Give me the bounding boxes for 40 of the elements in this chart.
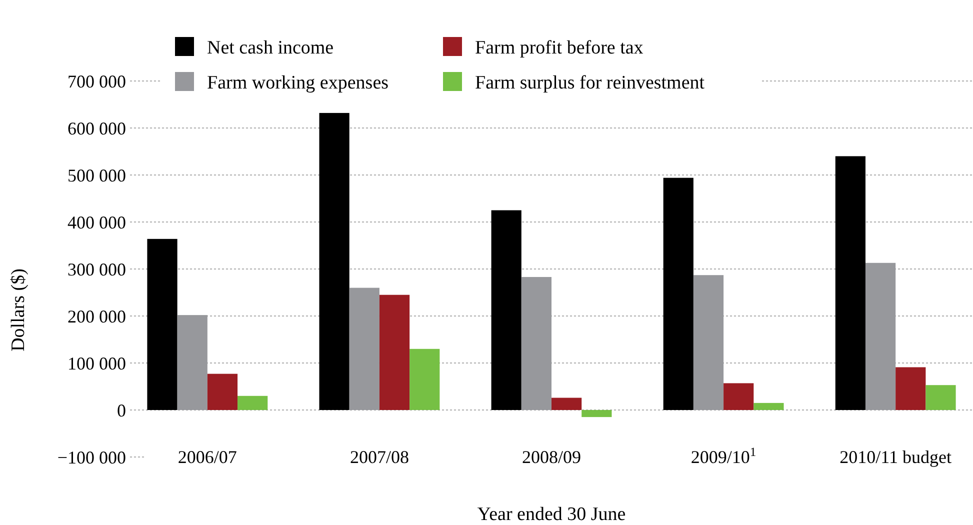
bar bbox=[865, 262, 896, 410]
legend-label: Net cash income bbox=[207, 38, 334, 59]
bar bbox=[379, 294, 410, 410]
x-tick-label: 2008/09 bbox=[522, 447, 582, 467]
bar bbox=[754, 402, 784, 410]
bar bbox=[238, 396, 268, 410]
bar bbox=[663, 178, 694, 410]
y-tick-label: 500 000 bbox=[68, 165, 126, 186]
bar bbox=[552, 398, 582, 410]
x-axis-title: Year ended 30 June bbox=[477, 504, 626, 525]
legend-label: Farm working expenses bbox=[207, 72, 389, 94]
bar bbox=[207, 374, 238, 410]
bar bbox=[177, 315, 208, 410]
y-tick-label: 300 000 bbox=[68, 259, 126, 280]
y-axis-title: Dollars ($) bbox=[8, 268, 29, 352]
bar bbox=[349, 288, 380, 410]
x-tick-label: 2006/07 bbox=[178, 447, 237, 467]
x-tick-label: 2010/11 budget bbox=[840, 447, 952, 467]
legend-label: Farm profit before tax bbox=[475, 38, 644, 59]
y-tick-label: 600 000 bbox=[68, 118, 126, 138]
bar bbox=[521, 276, 552, 410]
y-tick-label: 400 000 bbox=[68, 212, 126, 232]
bar bbox=[319, 112, 350, 410]
y-tick-label: −100 000 bbox=[57, 447, 126, 468]
y-tick-label: 200 000 bbox=[68, 306, 126, 326]
y-tick-label: 0 bbox=[117, 400, 126, 420]
bar bbox=[896, 367, 926, 410]
bar bbox=[926, 385, 956, 410]
bar bbox=[835, 156, 866, 410]
x-tick-label: 2007/08 bbox=[350, 447, 409, 467]
bar bbox=[491, 210, 522, 410]
bar bbox=[693, 275, 724, 410]
legend-label: Farm surplus for reinvestment bbox=[475, 72, 706, 94]
bar bbox=[147, 238, 178, 410]
bar bbox=[724, 383, 754, 410]
y-tick-label: 100 000 bbox=[68, 353, 126, 374]
bar bbox=[582, 410, 612, 418]
y-tick-label: 700 000 bbox=[68, 71, 126, 92]
bar bbox=[410, 348, 440, 410]
x-tick-label: 2009/10$^{1}$ bbox=[690, 445, 756, 467]
